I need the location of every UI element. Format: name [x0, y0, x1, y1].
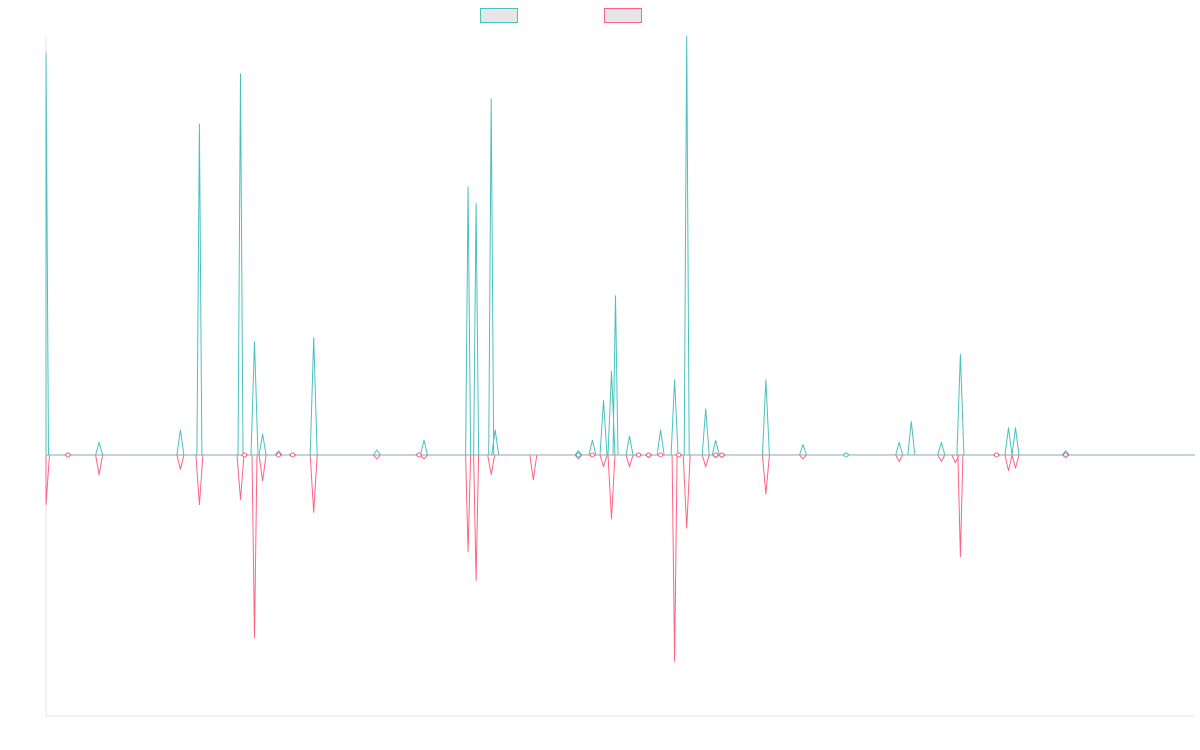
series-1-point-37	[843, 452, 849, 458]
legend-swatch-series-1	[480, 8, 518, 23]
legend-item-series-1[interactable]	[480, 8, 524, 23]
series-2-point-7	[242, 452, 247, 458]
series-2-point-26	[646, 452, 652, 458]
series-1-point-20	[575, 452, 581, 458]
series-2-point-11	[290, 452, 296, 458]
series-2-point-32	[713, 452, 719, 458]
series-2-point-2	[65, 452, 71, 458]
series-2-line	[45, 454, 1195, 662]
series-2-point-43	[1063, 452, 1069, 458]
series-2-point-25	[636, 452, 641, 458]
series-1-line	[45, 35, 1195, 456]
legend	[0, 8, 1200, 28]
series-2-point-27	[658, 452, 664, 458]
series-2-point-10	[276, 452, 282, 458]
series-2-point-21	[589, 452, 595, 458]
series-2-point-40	[994, 452, 999, 458]
legend-item-series-2[interactable]	[604, 8, 648, 23]
series-2-point-29	[676, 452, 682, 458]
series-2-point-33	[719, 452, 725, 458]
legend-swatch-series-2	[604, 8, 642, 23]
series-2-point-14	[416, 452, 422, 458]
